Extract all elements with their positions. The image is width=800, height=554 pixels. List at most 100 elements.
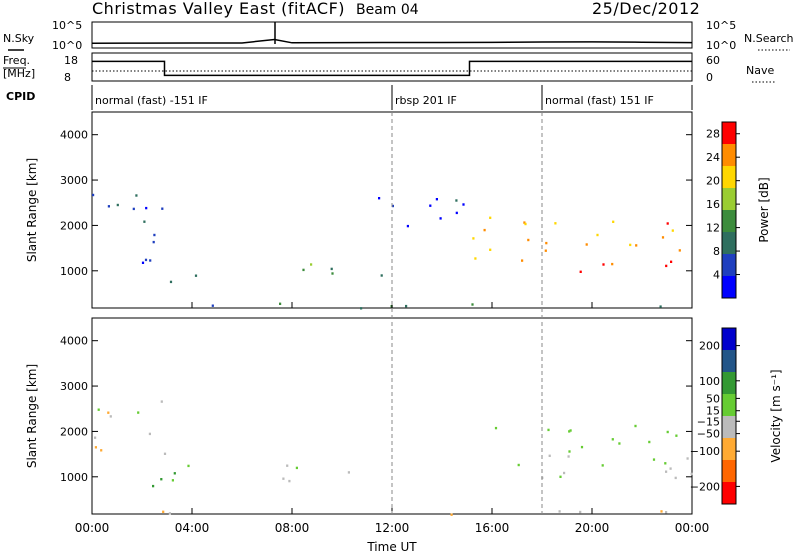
data-cell xyxy=(331,272,334,275)
data-cell xyxy=(596,233,599,237)
data-cell xyxy=(380,274,383,277)
y-tick-label: 2000 xyxy=(60,219,88,232)
colorbar-tick-label: 50 xyxy=(706,392,720,405)
data-cell xyxy=(665,470,668,473)
colorbar-tick-label: −15 xyxy=(697,415,720,428)
data-cell xyxy=(569,429,572,432)
y-tick-label: 4000 xyxy=(60,129,88,142)
data-cell xyxy=(450,513,453,516)
cpid-change-markers xyxy=(391,112,543,514)
data-cell xyxy=(611,438,614,441)
data-cell xyxy=(665,511,668,514)
data-cell xyxy=(489,216,492,219)
colorbar-segment xyxy=(722,254,736,276)
colorbar-tick-label: −200 xyxy=(690,480,720,493)
data-cell xyxy=(405,304,408,308)
data-cell xyxy=(523,221,526,224)
data-cell xyxy=(144,258,148,262)
data-cell xyxy=(472,237,475,240)
data-cell xyxy=(347,471,350,474)
data-cell xyxy=(545,241,548,245)
colorbar-tick-label: 12 xyxy=(706,222,720,235)
colorbar-segment xyxy=(722,122,736,144)
data-cell xyxy=(153,233,156,237)
noise-panel xyxy=(91,21,693,49)
freq-series-line xyxy=(92,60,692,77)
data-cell xyxy=(585,243,588,246)
data-cell xyxy=(295,466,298,470)
y-tick-label: 3000 xyxy=(60,380,88,393)
freq-panel xyxy=(91,52,693,82)
noise-tick-low-right: 10^0 xyxy=(706,39,736,52)
velocity-heatmap xyxy=(94,400,693,516)
data-cell xyxy=(148,432,151,436)
data-cell xyxy=(664,462,667,465)
colorbar-tick-label: 20 xyxy=(706,175,720,188)
data-cell xyxy=(674,476,677,480)
data-cell xyxy=(634,424,637,428)
colorbar-segment xyxy=(722,166,736,188)
data-cell xyxy=(517,463,520,467)
data-cell xyxy=(92,193,95,197)
x-tick-label: 00:00 xyxy=(675,521,710,535)
data-cell xyxy=(568,450,571,453)
data-cell xyxy=(462,203,465,206)
colorbar-segment xyxy=(722,460,736,482)
data-cell xyxy=(429,204,432,207)
y-tick-label: 1000 xyxy=(60,265,88,278)
data-cell xyxy=(670,260,673,263)
data-cell xyxy=(187,464,190,468)
data-cell xyxy=(544,249,547,252)
data-cell xyxy=(567,455,570,458)
colorbar-tick-label: 8 xyxy=(713,245,720,258)
freq-label-2: [MHz] xyxy=(3,67,35,80)
data-cell xyxy=(279,302,282,305)
data-cell xyxy=(611,262,614,266)
time-x-axis: 00:00 04:00 08:00 12:00 16:00 20:00 00:00 xyxy=(75,302,710,535)
data-cell xyxy=(162,510,165,513)
data-cell xyxy=(302,268,305,272)
data-cell xyxy=(579,270,582,273)
data-cell xyxy=(524,222,527,226)
data-cell xyxy=(568,430,571,433)
data-cell xyxy=(211,304,214,307)
freq-tick-low: 8 xyxy=(64,71,71,84)
data-cell xyxy=(378,197,381,200)
nsky-series-line xyxy=(91,38,693,44)
data-cell xyxy=(141,261,145,264)
cpid-segment-label: normal (fast) -151 IF xyxy=(95,94,208,107)
data-cell xyxy=(137,411,140,414)
data-cell xyxy=(494,426,498,430)
data-cell xyxy=(678,249,681,252)
data-cell xyxy=(563,471,566,475)
colorbar-tick-label: 15 xyxy=(706,405,720,418)
data-cell xyxy=(612,220,615,223)
y-tick-label: 4000 xyxy=(60,335,88,348)
data-cell xyxy=(171,479,174,482)
data-cell xyxy=(527,238,530,242)
data-cell xyxy=(548,454,551,457)
cpid-label: CPID xyxy=(6,90,35,103)
colorbar-tick-label: 200 xyxy=(699,340,720,353)
data-cell xyxy=(648,440,651,444)
data-cell xyxy=(686,457,689,460)
data-cell xyxy=(618,442,621,445)
power-colorbar-label: Power [dB] xyxy=(757,177,771,242)
data-cell xyxy=(659,305,662,308)
data-cell xyxy=(439,217,442,220)
colorbar-tick-label: −100 xyxy=(690,445,720,458)
data-cell xyxy=(160,478,163,481)
colorbar-segment xyxy=(722,394,736,416)
colorbar-frame xyxy=(721,121,737,299)
colorbar-segment xyxy=(722,232,736,254)
data-cell xyxy=(360,307,363,310)
data-cell xyxy=(107,411,110,414)
radar-title: Christmas Valley East (fitACF) xyxy=(92,0,345,18)
data-cell xyxy=(169,280,173,284)
data-cell xyxy=(132,207,135,211)
power-heatmap xyxy=(92,193,681,310)
x-tick-label: 08:00 xyxy=(275,521,310,535)
data-cell xyxy=(579,510,582,514)
data-cell xyxy=(489,248,492,251)
